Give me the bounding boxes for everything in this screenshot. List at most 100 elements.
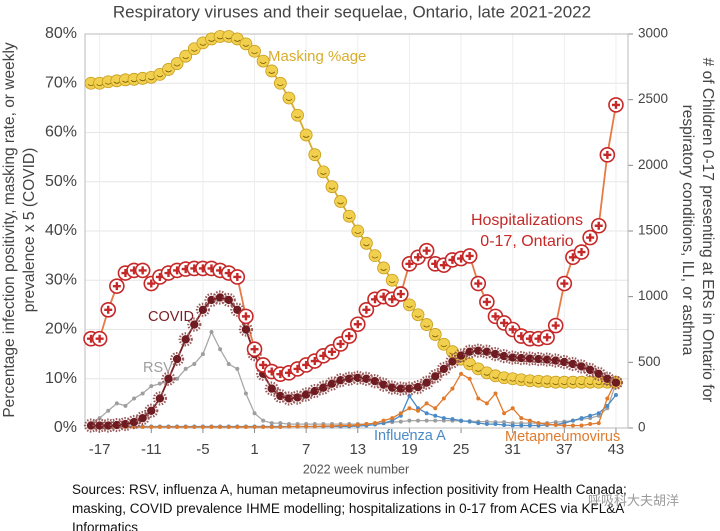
marker-dot <box>467 419 472 424</box>
data-point <box>416 418 421 423</box>
marker-smile <box>277 83 284 87</box>
data-point <box>433 413 438 418</box>
marker-body <box>474 346 483 355</box>
marker-smile <box>354 231 362 234</box>
data-point <box>269 421 274 426</box>
data-point <box>126 414 142 430</box>
data-point <box>149 425 154 430</box>
marker-body <box>542 355 552 364</box>
data-point <box>161 371 176 386</box>
marker-dot <box>390 416 395 421</box>
marker-cross <box>353 320 362 329</box>
data-point <box>355 423 360 428</box>
data-point <box>596 411 601 416</box>
marker-body <box>603 374 612 383</box>
data-point <box>570 423 575 428</box>
data-point <box>545 422 550 427</box>
marker-smile <box>139 79 146 82</box>
marker-face <box>385 273 399 287</box>
data-point <box>226 425 231 430</box>
y-tick-label: 50% <box>45 173 77 190</box>
data-point <box>419 375 434 390</box>
marker-spikes <box>195 302 210 317</box>
data-point <box>437 337 451 351</box>
marker-dot <box>484 422 489 427</box>
marker-smile <box>173 64 181 67</box>
y-tick-label: 80% <box>45 25 77 42</box>
marker-body <box>370 377 380 386</box>
marker-dot <box>192 425 197 430</box>
marker-dot <box>140 425 145 430</box>
data-point <box>547 317 564 334</box>
marker-body <box>439 364 449 374</box>
marker-smile <box>268 71 276 74</box>
marker-dot <box>373 421 378 426</box>
data-point <box>590 217 607 234</box>
marker-dot <box>424 411 429 416</box>
marker-dot <box>321 424 326 429</box>
marker-body <box>448 357 457 366</box>
data-point <box>286 424 291 429</box>
marker-cross <box>560 279 569 288</box>
data-point <box>175 425 180 430</box>
marker-dot <box>450 417 455 422</box>
marker-face <box>170 57 184 70</box>
marker-smile <box>242 44 250 47</box>
data-point <box>600 371 615 386</box>
marker-body <box>362 374 371 383</box>
marker-dot <box>493 422 498 427</box>
data-point <box>114 401 119 406</box>
data-point <box>334 195 347 208</box>
data-point <box>304 424 309 429</box>
data-point <box>123 403 128 408</box>
marker-spikes <box>264 381 279 396</box>
data-point <box>183 366 188 371</box>
data-point <box>416 408 421 413</box>
x-tick-label: 25 <box>453 441 470 458</box>
plot-frame <box>84 33 629 429</box>
data-point <box>169 351 185 367</box>
marker-body <box>129 417 139 427</box>
watermark: 呼吸科大夫胡洋 <box>588 493 680 508</box>
marker-dot <box>235 366 240 371</box>
data-point <box>484 401 489 406</box>
data-point <box>588 413 593 418</box>
marker-face <box>316 165 330 179</box>
marker-spikes <box>135 411 150 426</box>
marker-cross <box>112 282 121 291</box>
marker-body <box>353 373 362 382</box>
y2-axis-title: # of Children 0-17 presenting at ERs in … <box>679 57 716 403</box>
data-point <box>445 354 460 369</box>
data-point <box>195 302 210 317</box>
x-tick-label: 13 <box>349 441 366 458</box>
marker-body <box>568 359 578 369</box>
data-point <box>264 381 279 396</box>
marker-spikes <box>428 369 443 384</box>
marker-smile <box>320 172 327 175</box>
marker-body <box>577 362 586 371</box>
data-point <box>418 242 435 259</box>
marker-dot <box>123 403 128 408</box>
data-point <box>97 416 102 421</box>
data-point <box>493 422 498 427</box>
data-point <box>256 54 270 68</box>
marker-cross <box>491 312 500 321</box>
y-tick-label: 60% <box>45 124 77 141</box>
series-label: Influenza A <box>374 428 446 444</box>
marker-body <box>431 372 440 381</box>
data-point <box>134 262 151 279</box>
marker-smile <box>388 280 396 284</box>
data-point <box>403 298 416 312</box>
marker-dot <box>114 401 119 406</box>
marker-face <box>248 44 261 58</box>
marker-cross <box>465 251 474 260</box>
marker-dot <box>209 425 214 430</box>
marker-body <box>482 347 492 356</box>
marker-body <box>611 378 621 387</box>
marker-smile <box>234 39 241 42</box>
marker-cross <box>577 248 586 257</box>
marker-body <box>190 320 199 329</box>
marker-cross <box>405 259 414 268</box>
data-point <box>135 411 150 426</box>
marker-smile <box>337 202 344 205</box>
